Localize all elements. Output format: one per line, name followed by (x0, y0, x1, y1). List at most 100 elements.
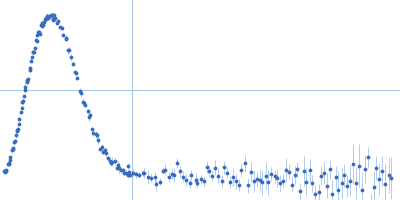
Point (109, 160, 116, 163)
Point (126, 170, 132, 174)
Point (326, 168, 333, 171)
Point (171, 173, 177, 176)
Point (315, 191, 322, 194)
Point (30, 51, 36, 54)
Point (22, 89, 28, 92)
Point (233, 180, 240, 183)
Point (32, 46, 38, 49)
Point (125, 164, 132, 168)
Point (282, 168, 289, 171)
Point (68, 56, 74, 59)
Point (385, 173, 392, 176)
Point (103, 151, 110, 155)
Point (201, 180, 207, 183)
Point (238, 168, 245, 172)
Point (104, 157, 111, 160)
Point (136, 173, 142, 177)
Point (51, 14, 57, 17)
Point (241, 162, 248, 165)
Point (13, 134, 19, 137)
Point (174, 161, 180, 165)
Point (271, 175, 278, 178)
Point (38, 23, 44, 27)
Point (40, 23, 47, 26)
Point (379, 169, 385, 172)
Point (362, 168, 368, 171)
Point (288, 183, 295, 186)
Point (193, 178, 199, 181)
Point (253, 178, 260, 181)
Point (36, 31, 42, 34)
Point (344, 184, 350, 188)
Point (39, 21, 45, 24)
Point (206, 170, 212, 173)
Point (186, 182, 193, 185)
Point (292, 174, 298, 177)
Point (209, 174, 216, 178)
Point (54, 22, 60, 25)
Point (28, 59, 35, 62)
Point (34, 34, 40, 37)
Point (78, 92, 84, 95)
Point (50, 18, 56, 21)
Point (22, 85, 28, 88)
Point (221, 166, 228, 169)
Point (3, 169, 10, 172)
Point (85, 110, 92, 113)
Point (6, 162, 12, 166)
Point (9, 149, 15, 152)
Point (311, 192, 318, 195)
Point (145, 176, 151, 179)
Point (318, 174, 324, 177)
Point (108, 162, 115, 165)
Point (15, 123, 22, 126)
Point (250, 179, 257, 182)
Point (45, 17, 52, 20)
Point (224, 171, 230, 174)
Point (18, 106, 25, 110)
Point (82, 103, 89, 106)
Point (33, 39, 40, 42)
Point (57, 25, 63, 29)
Point (16, 118, 22, 121)
Point (388, 177, 394, 180)
Point (188, 173, 195, 177)
Point (24, 80, 30, 83)
Point (30, 51, 37, 54)
Point (157, 180, 164, 183)
Point (120, 168, 126, 171)
Point (70, 62, 77, 65)
Point (204, 166, 210, 169)
Point (332, 175, 339, 178)
Point (24, 79, 31, 82)
Point (100, 150, 106, 153)
Point (7, 158, 14, 161)
Point (160, 169, 166, 172)
Point (74, 76, 81, 79)
Point (347, 179, 353, 182)
Point (102, 148, 108, 152)
Point (324, 184, 330, 187)
Point (76, 90, 83, 93)
Point (38, 24, 45, 27)
Point (303, 181, 309, 184)
Point (89, 127, 95, 130)
Point (212, 166, 218, 170)
Point (107, 159, 114, 162)
Point (90, 131, 97, 134)
Point (10, 148, 16, 151)
Point (35, 30, 42, 34)
Point (30, 50, 36, 53)
Point (248, 171, 254, 174)
Point (41, 20, 48, 23)
Point (259, 181, 265, 184)
Point (14, 129, 20, 132)
Point (49, 14, 56, 17)
Point (227, 181, 234, 184)
Point (29, 56, 35, 59)
Point (280, 179, 287, 182)
Point (10, 147, 16, 150)
Point (7, 156, 14, 159)
Point (162, 168, 168, 171)
Point (373, 167, 379, 170)
